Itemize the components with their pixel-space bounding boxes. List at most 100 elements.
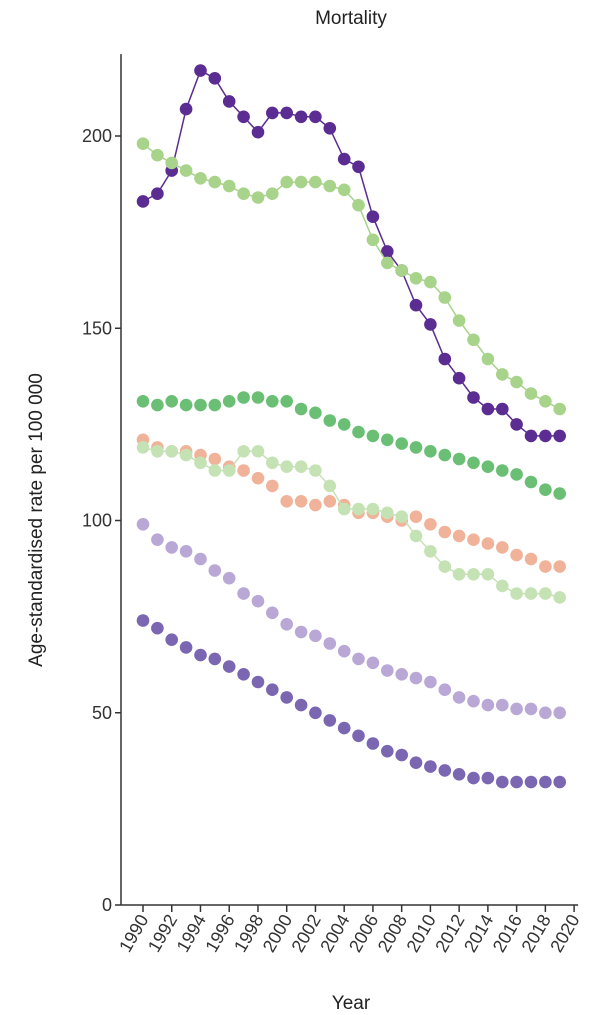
data-point xyxy=(165,445,178,458)
data-point xyxy=(337,502,351,516)
data-point xyxy=(366,502,380,516)
data-point xyxy=(352,425,365,439)
y-tick-label: 100 xyxy=(82,511,112,531)
data-point xyxy=(452,691,466,704)
data-point xyxy=(165,156,178,170)
data-point xyxy=(539,775,552,789)
data-point xyxy=(438,683,452,696)
data-point xyxy=(280,460,294,474)
series-3 xyxy=(136,391,566,500)
x-tick-label: 2004 xyxy=(316,911,353,956)
data-point xyxy=(366,233,380,247)
data-point xyxy=(553,402,566,416)
x-tick-label: 2020 xyxy=(546,911,583,956)
data-point xyxy=(266,683,279,696)
data-point xyxy=(323,714,337,727)
data-point xyxy=(280,691,294,704)
data-point xyxy=(424,545,437,558)
data-point xyxy=(294,402,308,416)
data-point xyxy=(294,495,308,508)
data-point xyxy=(452,371,466,385)
data-point xyxy=(208,398,222,412)
data-point xyxy=(151,187,164,200)
data-point xyxy=(237,464,250,477)
data-point xyxy=(366,210,380,223)
x-tick-label: 2016 xyxy=(489,911,526,956)
chart-title: Mortality xyxy=(315,8,387,29)
data-point xyxy=(539,429,552,443)
series-5 xyxy=(136,441,566,604)
data-point xyxy=(323,179,337,193)
data-point xyxy=(280,495,294,508)
data-point xyxy=(409,298,423,312)
data-point xyxy=(395,264,409,277)
data-point xyxy=(237,187,250,200)
data-point xyxy=(539,395,552,408)
data-point xyxy=(510,375,523,389)
data-point xyxy=(424,318,437,331)
x-tick-label: 1990 xyxy=(115,911,152,956)
data-point xyxy=(309,629,322,643)
data-point xyxy=(323,122,337,135)
data-point xyxy=(467,533,480,546)
data-point xyxy=(352,502,365,516)
data-point xyxy=(222,95,236,108)
data-point xyxy=(352,160,365,174)
data-point xyxy=(467,771,480,785)
data-point xyxy=(309,110,322,124)
data-point xyxy=(524,429,538,443)
data-point xyxy=(366,737,380,750)
data-point xyxy=(539,483,552,497)
data-point xyxy=(395,510,409,523)
data-point xyxy=(481,402,495,416)
data-point xyxy=(179,164,193,177)
data-point xyxy=(366,656,380,670)
data-point xyxy=(524,475,538,489)
data-point xyxy=(381,433,394,447)
data-point xyxy=(496,368,509,381)
data-point xyxy=(151,398,164,412)
data-point xyxy=(452,314,466,327)
x-tick-label: 2010 xyxy=(403,911,440,956)
data-point xyxy=(337,418,351,431)
data-point xyxy=(539,560,552,573)
data-point xyxy=(208,72,222,85)
data-point xyxy=(381,245,394,258)
data-point xyxy=(222,660,236,673)
y-axis-label: Age-standardised rate per 100 000 xyxy=(26,373,47,667)
data-point xyxy=(179,398,193,412)
data-point xyxy=(496,698,509,712)
data-point xyxy=(280,106,294,120)
data-point xyxy=(467,333,480,347)
data-point xyxy=(251,391,265,404)
series-6 xyxy=(136,518,566,720)
data-point xyxy=(409,529,423,543)
data-point xyxy=(467,391,480,404)
data-point xyxy=(452,452,466,466)
data-point xyxy=(510,587,523,600)
data-point xyxy=(496,579,509,593)
data-point xyxy=(194,648,207,662)
data-point xyxy=(222,395,236,408)
data-point xyxy=(136,441,150,454)
data-point xyxy=(280,618,294,631)
data-point xyxy=(179,102,193,116)
data-point xyxy=(438,291,452,304)
data-point xyxy=(409,441,423,454)
data-point xyxy=(467,568,480,581)
data-point xyxy=(352,729,365,743)
data-point xyxy=(395,748,409,762)
data-point xyxy=(208,175,222,189)
data-point xyxy=(136,614,150,627)
data-point xyxy=(309,175,322,189)
data-point xyxy=(496,775,509,789)
data-point xyxy=(395,437,409,450)
data-point xyxy=(467,694,480,708)
data-point xyxy=(395,668,409,681)
x-tick-label: 1994 xyxy=(173,911,210,956)
data-point xyxy=(337,152,351,166)
data-point xyxy=(409,671,423,685)
data-point xyxy=(151,445,164,458)
data-point xyxy=(424,518,437,531)
data-point xyxy=(237,668,250,681)
